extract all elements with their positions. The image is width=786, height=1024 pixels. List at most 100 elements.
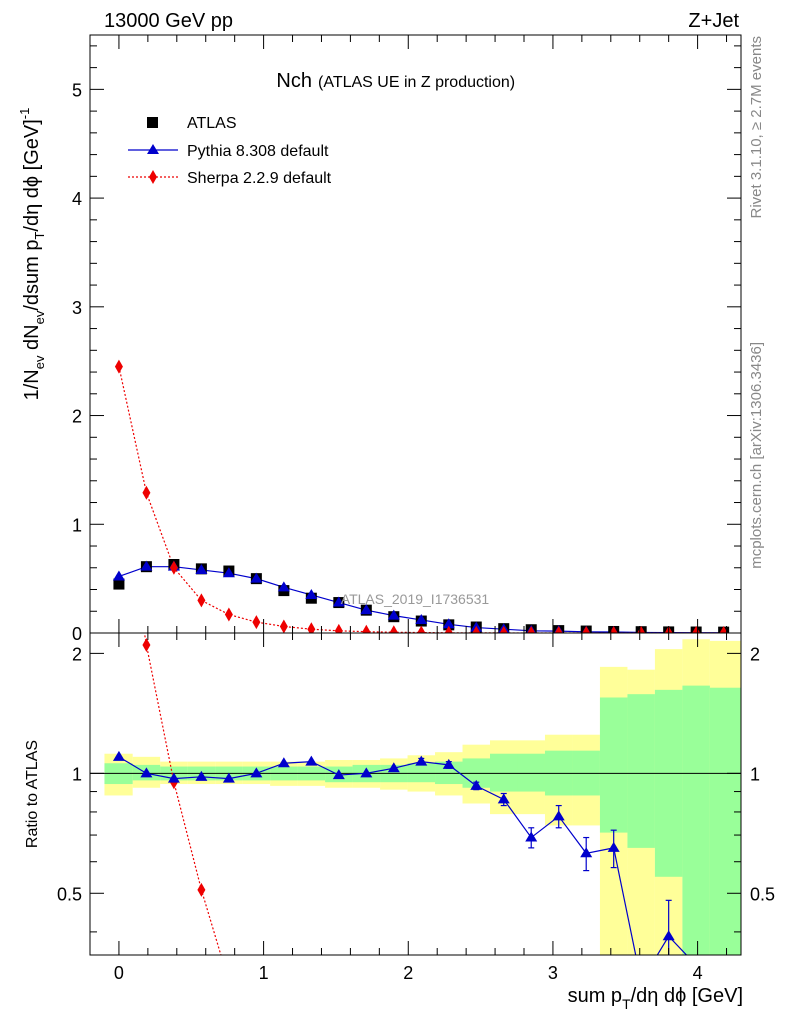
pythia-point	[442, 618, 455, 629]
pythia-ratio-point	[277, 757, 290, 768]
pythia-point	[360, 604, 373, 615]
y-tick-label-right: 2	[750, 644, 760, 664]
pythia-point	[250, 572, 263, 583]
y-tick-label: 0.5	[57, 884, 82, 904]
x-tick-label: 1	[259, 963, 269, 983]
pythia-ratio-point	[112, 750, 125, 761]
sherpa-point	[334, 623, 343, 633]
band-inner	[517, 753, 545, 792]
pythia-point	[140, 560, 153, 571]
mcplots-label: mcplots.cern.ch [arXiv:1306.3436]	[748, 342, 765, 569]
rivet-label: Rivet 3.1.10, ≥ 2.7M events	[748, 36, 765, 219]
main-panel: 0 1 2 3 4 5 Nch (ATLAS UE in Z production) AT…	[17, 34, 742, 644]
band-inner	[654, 689, 683, 877]
pythia-point	[387, 609, 400, 620]
pythia-point	[415, 613, 428, 624]
x-axis-label: sum pT/dη dϕ [GeV]	[568, 985, 743, 1012]
pythia-ratio-point	[305, 755, 318, 766]
sherpa-point	[114, 359, 123, 374]
x-tick-label: 0	[114, 963, 124, 983]
x-tick-label: 2	[403, 963, 413, 983]
sherpa-point	[142, 485, 151, 500]
main-y-axis-label: 1/Nev dNev/dsum pT/dη dϕ [GeV]-1	[17, 108, 47, 401]
sherpa-point	[307, 622, 316, 633]
band-inner	[627, 694, 655, 848]
band-inner	[709, 687, 741, 955]
ratio-panel-frame	[89, 632, 742, 956]
legend-pythia-marker	[147, 144, 159, 154]
sherpa-point	[527, 626, 536, 633]
pythia-ratio-point	[167, 772, 180, 783]
legend: ATLAS Pythia 8.308 default Sherpa 2.2.9 …	[128, 115, 332, 187]
main-panel-axes: 0 1 2 3 4 5	[72, 35, 741, 644]
y-tick-label: 2	[72, 407, 82, 427]
pythia-ratio-point	[470, 779, 483, 790]
y-tick-label: 1	[72, 764, 82, 784]
ratio-y-axis-label: Ratio to ATLAS	[24, 740, 41, 848]
main-panel-subtitle: (ATLAS UE in Z production)	[318, 74, 515, 91]
y-tick-label-right: 0.5	[750, 884, 775, 904]
pythia-ratio-point	[332, 769, 345, 780]
sherpa-point	[554, 626, 563, 633]
pythia-ratio-point	[140, 767, 153, 778]
sherpa-point	[499, 625, 508, 633]
header-right: Z+Jet	[688, 10, 739, 32]
sherpa-ratio-point	[197, 882, 206, 897]
ratio-panel: 0 1 2 3 4 0.5 0.5 1 1 2 2 Ratio to ATLAS sum pT/dη…	[24, 632, 775, 1012]
sherpa-ratio-point	[142, 637, 151, 652]
sherpa-point	[252, 615, 261, 630]
sherpa-point	[609, 626, 618, 633]
pythia-ratio-point	[250, 767, 263, 778]
pythia-point	[112, 570, 125, 581]
y-tick-label: 3	[72, 298, 82, 318]
legend-sherpa-marker	[149, 170, 157, 184]
pythia-ratio-point	[195, 770, 208, 781]
sherpa-point	[389, 625, 398, 633]
pythia-ratio-point	[662, 930, 675, 941]
sherpa-point	[719, 626, 728, 633]
legend-atlas-marker	[147, 117, 158, 128]
pythia-point	[305, 588, 318, 599]
sherpa-point	[224, 607, 233, 622]
y-tick-label: 5	[72, 80, 82, 100]
sherpa-point	[279, 619, 288, 633]
pythia-ratio-point	[360, 767, 373, 778]
pythia-point	[277, 581, 290, 592]
y-tick-label: 4	[72, 189, 82, 209]
sherpa-point	[444, 625, 453, 633]
main-panel-title: Nch	[276, 70, 312, 92]
pythia-point	[195, 563, 208, 574]
pythia-ratio-point	[607, 841, 620, 852]
sherpa-point	[692, 626, 701, 633]
y-tick-label: 1	[72, 515, 82, 535]
ratio-panel-axes: 0 1 2 3 4 0.5 0.5 1 1 2 2	[57, 633, 775, 983]
y-tick-label: 0	[72, 624, 82, 644]
pythia-ratio-point	[580, 847, 593, 858]
legend-pythia-label: Pythia 8.308 default	[187, 143, 329, 160]
pythia-ratio-point	[415, 755, 428, 766]
band-inner	[490, 753, 518, 792]
ratio-panel-marks	[90, 633, 741, 989]
y-tick-label: 2	[72, 644, 82, 664]
band-inner	[407, 763, 436, 783]
pythia-ratio-line	[118, 756, 688, 955]
header-left: 13000 GeV pp	[104, 10, 233, 32]
sherpa-point	[417, 625, 426, 633]
sherpa-point	[362, 624, 371, 633]
pythia-point	[332, 596, 345, 607]
sherpa-point	[169, 560, 178, 575]
legend-atlas-label: ATLAS	[187, 115, 237, 132]
atlas-point	[113, 578, 125, 590]
pythia-ratio-point	[525, 831, 538, 842]
x-tick-label: 4	[693, 963, 703, 983]
band-inner	[435, 761, 463, 785]
sherpa-point	[197, 593, 206, 608]
sherpa-ratio-point	[225, 975, 233, 989]
band-inner	[682, 685, 710, 955]
pythia-ratio-point	[497, 793, 510, 804]
sherpa-point	[472, 625, 481, 633]
pythia-ratio-point	[222, 772, 235, 783]
main-panel-marks	[112, 359, 730, 633]
pythia-point	[222, 567, 235, 578]
